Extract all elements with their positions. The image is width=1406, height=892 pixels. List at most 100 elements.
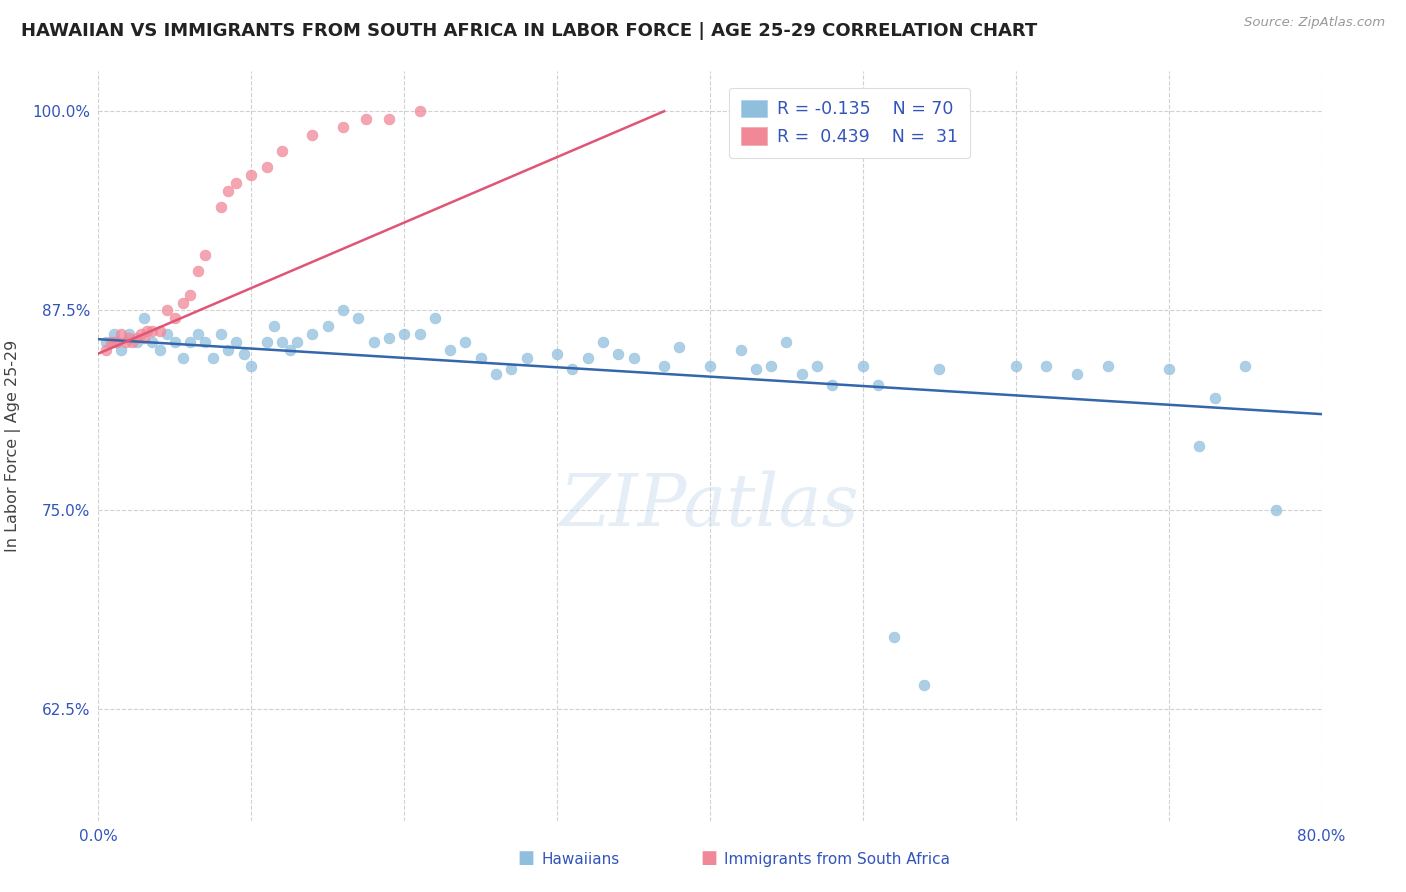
Point [156, 327, 179, 342]
Text: ■: ■ [517, 849, 534, 867]
Point [134, 311, 156, 326]
Point [125, 335, 148, 350]
Point [141, 324, 163, 338]
Point [202, 351, 225, 366]
Point [225, 335, 247, 350]
Point [1066, 368, 1088, 382]
Point [179, 335, 201, 350]
Text: HAWAIIAN VS IMMIGRANTS FROM SOUTH AFRICA IN LABOR FORCE | AGE 25-29 CORRELATION : HAWAIIAN VS IMMIGRANTS FROM SOUTH AFRICA… [21, 22, 1038, 40]
Point [256, 335, 278, 350]
Text: ZIPatlas: ZIPatlas [560, 471, 860, 541]
Point [256, 160, 278, 174]
Point [928, 362, 950, 376]
Point [156, 303, 179, 318]
Point [136, 324, 159, 338]
Point [172, 351, 194, 366]
Point [94, 343, 117, 358]
Point [1234, 359, 1257, 374]
Point [546, 346, 568, 360]
Point [652, 359, 675, 374]
Point [730, 343, 752, 358]
Point [278, 343, 301, 358]
Point [821, 378, 844, 392]
Point [332, 303, 354, 318]
Point [868, 378, 890, 392]
Point [209, 200, 232, 214]
Point [240, 359, 263, 374]
Point [134, 330, 156, 344]
Point [1204, 391, 1226, 405]
Point [115, 335, 138, 350]
Point [470, 351, 492, 366]
Point [347, 311, 370, 326]
Point [790, 368, 813, 382]
Point [852, 359, 875, 374]
Text: Immigrants from South Africa: Immigrants from South Africa [724, 852, 950, 867]
Point [408, 104, 430, 119]
Point [118, 330, 141, 344]
Point [100, 335, 122, 350]
Text: ■: ■ [700, 849, 717, 867]
Point [516, 351, 538, 366]
Point [225, 176, 247, 190]
Point [110, 343, 132, 358]
Point [423, 311, 446, 326]
Point [668, 340, 690, 354]
Point [592, 335, 614, 350]
Point [363, 335, 385, 350]
Y-axis label: In Labor Force | Age 25-29: In Labor Force | Age 25-29 [6, 340, 21, 552]
Point [270, 335, 292, 350]
Point [699, 359, 721, 374]
Point [141, 335, 163, 350]
Point [217, 343, 239, 358]
Point [378, 330, 401, 344]
Point [576, 351, 599, 366]
Point [316, 319, 339, 334]
Point [301, 128, 323, 142]
Point [103, 335, 125, 350]
Point [775, 335, 797, 350]
Point [270, 144, 292, 158]
Point [623, 351, 645, 366]
Text: Source: ZipAtlas.com: Source: ZipAtlas.com [1244, 16, 1385, 29]
Point [94, 335, 117, 350]
Point [105, 335, 128, 350]
Point [179, 287, 201, 301]
Point [263, 319, 285, 334]
Point [121, 335, 143, 350]
Point [354, 112, 377, 127]
Point [607, 346, 630, 360]
Point [806, 359, 828, 374]
Point [454, 335, 477, 350]
Point [103, 327, 125, 342]
Point [232, 346, 254, 360]
Point [285, 335, 308, 350]
Point [125, 330, 148, 344]
Point [187, 263, 209, 277]
Point [912, 678, 935, 692]
Point [149, 324, 172, 338]
Point [485, 368, 508, 382]
Point [301, 327, 323, 342]
Point [745, 362, 768, 376]
Point [408, 327, 430, 342]
Point [561, 362, 583, 376]
Point [209, 327, 232, 342]
Point [118, 327, 141, 342]
Point [332, 120, 354, 135]
Point [883, 630, 905, 644]
Point [439, 343, 461, 358]
Point [194, 335, 217, 350]
Point [163, 311, 186, 326]
Legend: R = -0.135    N = 70, R =  0.439    N =  31: R = -0.135 N = 70, R = 0.439 N = 31 [728, 87, 970, 158]
Text: Hawaiians: Hawaiians [541, 852, 620, 867]
Point [129, 327, 152, 342]
Point [392, 327, 416, 342]
Point [1097, 359, 1119, 374]
Point [163, 335, 186, 350]
Point [194, 248, 217, 262]
Point [187, 327, 209, 342]
Point [1188, 439, 1211, 453]
Point [1157, 362, 1180, 376]
Point [501, 362, 523, 376]
